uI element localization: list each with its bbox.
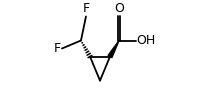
Text: F: F — [54, 42, 61, 55]
Text: O: O — [114, 2, 124, 16]
Polygon shape — [108, 40, 119, 58]
Text: OH: OH — [136, 34, 156, 47]
Text: F: F — [82, 2, 90, 16]
